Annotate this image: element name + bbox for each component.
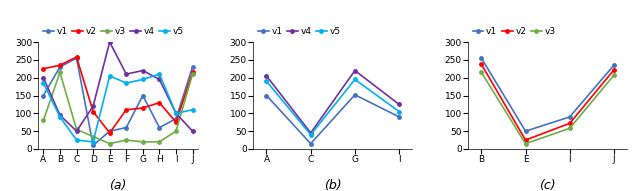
v1 bbox=[262, 94, 270, 97]
Line: v2: v2 bbox=[42, 55, 195, 135]
v1 bbox=[307, 142, 314, 145]
v1 bbox=[189, 66, 196, 68]
v1 bbox=[139, 94, 147, 97]
Line: v4: v4 bbox=[42, 40, 195, 133]
v2 bbox=[566, 122, 573, 125]
v4 bbox=[351, 69, 359, 72]
v4 bbox=[189, 130, 196, 132]
v5 bbox=[172, 112, 180, 114]
v3 bbox=[139, 141, 147, 143]
v4 bbox=[172, 112, 180, 114]
v2 bbox=[156, 101, 163, 104]
v1 bbox=[522, 130, 529, 132]
v1 bbox=[40, 94, 47, 97]
v4 bbox=[396, 103, 403, 106]
v3 bbox=[522, 142, 529, 145]
v4 bbox=[106, 41, 113, 43]
v1 bbox=[106, 130, 113, 132]
v4 bbox=[156, 78, 163, 81]
v3 bbox=[40, 119, 47, 122]
v5 bbox=[89, 141, 97, 143]
Line: v1: v1 bbox=[42, 56, 195, 147]
v2 bbox=[522, 139, 529, 141]
Line: v3: v3 bbox=[479, 71, 616, 145]
v1 bbox=[172, 117, 180, 120]
v5 bbox=[106, 75, 113, 77]
v2 bbox=[189, 71, 196, 74]
v2 bbox=[610, 69, 618, 71]
v1 bbox=[566, 116, 573, 118]
Line: v3: v3 bbox=[42, 71, 195, 145]
v4 bbox=[89, 105, 97, 107]
v3 bbox=[122, 139, 130, 141]
v2 bbox=[56, 64, 64, 66]
Legend: v1, v4, v5: v1, v4, v5 bbox=[258, 28, 340, 36]
Text: (a): (a) bbox=[109, 179, 127, 191]
v3 bbox=[610, 74, 618, 76]
v1 bbox=[396, 116, 403, 118]
v5 bbox=[40, 82, 47, 84]
v3 bbox=[56, 71, 64, 74]
v4 bbox=[56, 114, 64, 116]
v4 bbox=[40, 77, 47, 79]
v2 bbox=[89, 110, 97, 113]
v4 bbox=[139, 69, 147, 72]
v3 bbox=[106, 142, 113, 145]
v5 bbox=[307, 134, 314, 136]
v5 bbox=[56, 116, 64, 118]
v5 bbox=[73, 139, 81, 141]
v4 bbox=[262, 75, 270, 77]
Text: (b): (b) bbox=[324, 179, 342, 191]
v3 bbox=[156, 141, 163, 143]
v4 bbox=[122, 73, 130, 75]
v3 bbox=[73, 128, 81, 130]
Line: v2: v2 bbox=[479, 62, 616, 142]
v2 bbox=[73, 56, 81, 58]
v3 bbox=[477, 71, 485, 74]
v1 bbox=[351, 94, 359, 96]
v1 bbox=[610, 64, 618, 66]
Legend: v1, v2, v3: v1, v2, v3 bbox=[472, 28, 556, 36]
v1 bbox=[56, 66, 64, 68]
v5 bbox=[396, 110, 403, 113]
v1 bbox=[156, 126, 163, 129]
v5 bbox=[351, 78, 359, 81]
v5 bbox=[139, 78, 147, 81]
v3 bbox=[189, 73, 196, 75]
v1 bbox=[73, 57, 81, 59]
v2 bbox=[477, 63, 485, 65]
v5 bbox=[189, 109, 196, 111]
v5 bbox=[262, 80, 270, 82]
v2 bbox=[122, 109, 130, 111]
v2 bbox=[172, 121, 180, 123]
Line: v1: v1 bbox=[479, 56, 616, 133]
v4 bbox=[307, 132, 314, 134]
Line: v5: v5 bbox=[42, 72, 195, 144]
v2 bbox=[40, 68, 47, 70]
v3 bbox=[172, 130, 180, 132]
v3 bbox=[566, 127, 573, 129]
Line: v1: v1 bbox=[265, 93, 401, 145]
Line: v5: v5 bbox=[265, 78, 401, 136]
v1 bbox=[89, 144, 97, 146]
Text: (c): (c) bbox=[540, 179, 556, 191]
Line: v4: v4 bbox=[265, 69, 401, 135]
v2 bbox=[106, 132, 113, 134]
v1 bbox=[477, 57, 485, 59]
v4 bbox=[73, 130, 81, 132]
Legend: v1, v2, v3, v4, v5: v1, v2, v3, v4, v5 bbox=[43, 28, 184, 36]
v3 bbox=[89, 135, 97, 138]
v1 bbox=[122, 126, 130, 129]
v5 bbox=[156, 73, 163, 75]
v2 bbox=[139, 107, 147, 109]
v5 bbox=[122, 82, 130, 84]
